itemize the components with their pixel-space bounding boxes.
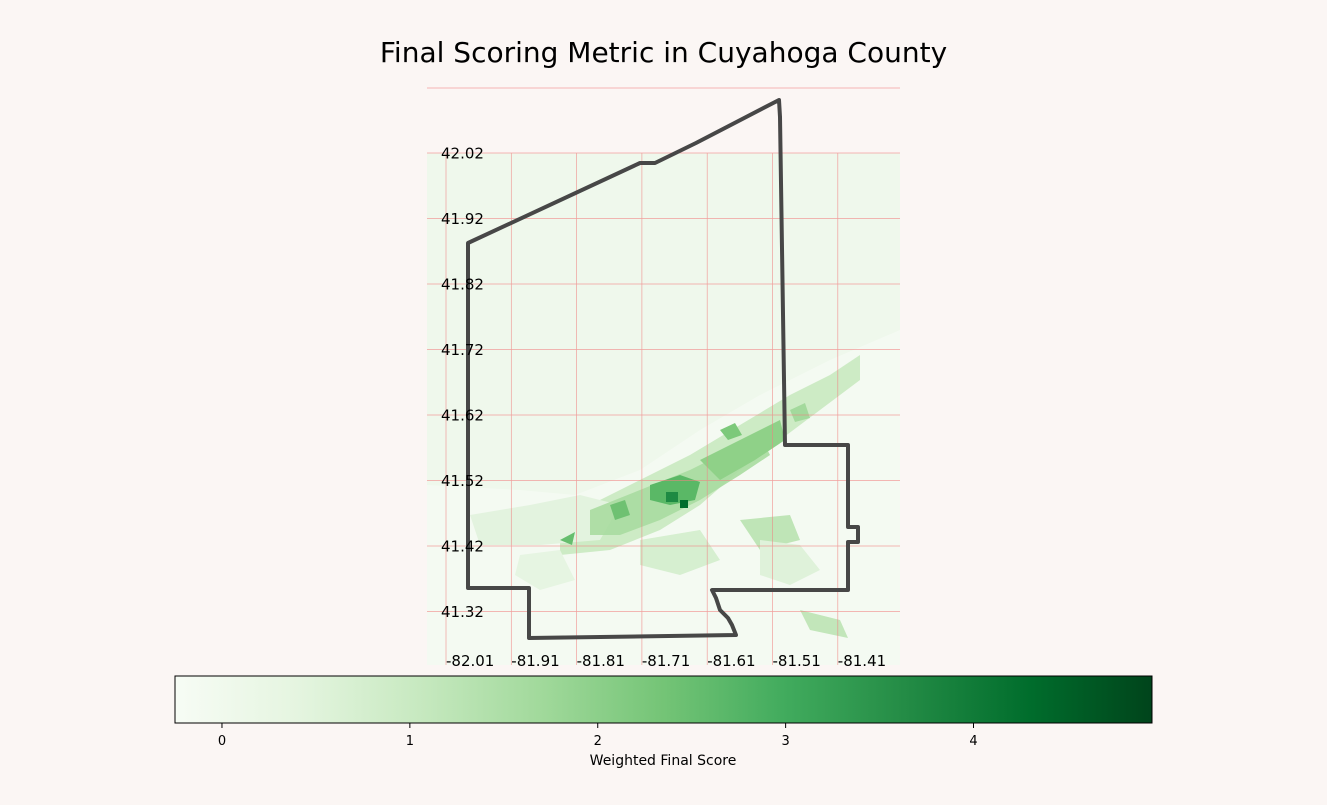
county-boundary	[466, 98, 860, 640]
lat-tick-label: 42.02	[441, 145, 484, 163]
lat-tick-label: 41.82	[441, 276, 484, 294]
lon-tick-label: -82.01	[446, 652, 494, 670]
colorbar	[174, 675, 1153, 724]
lon-tick-label: -81.91	[511, 652, 559, 670]
lat-tick-label: 41.72	[441, 341, 484, 359]
lat-tick-label: 41.52	[441, 472, 484, 490]
lon-tick-label: -81.51	[773, 652, 821, 670]
longitude-tick-labels: -82.01 -81.91 -81.81 -81.71 -81.61 -81.51 -81.…	[446, 652, 886, 670]
lat-tick-label: 41.92	[441, 210, 484, 228]
latitude-tick-labels: 42.02 41.92 41.82 41.72 41.62 41.52 41.42 41.32	[441, 145, 484, 622]
lon-tick-label: -81.81	[577, 652, 625, 670]
colorbar-tick-label: 2	[594, 734, 602, 749]
map-graticule	[427, 87, 900, 665]
lat-tick-label: 41.42	[441, 538, 484, 556]
lon-tick-label: -81.41	[838, 652, 886, 670]
colorbar-label: Weighted Final Score	[590, 753, 737, 769]
lon-tick-label: -81.61	[707, 652, 755, 670]
lon-tick-label: -81.71	[642, 652, 690, 670]
colorbar-tick-label: 4	[969, 734, 977, 749]
colorbar-ticks: 0 1 2 3 4	[218, 723, 978, 749]
lat-tick-label: 41.32	[441, 603, 484, 621]
colorbar-tick-label: 0	[218, 734, 226, 749]
lat-tick-label: 41.62	[441, 407, 484, 425]
colorbar-tick-label: 1	[406, 734, 414, 749]
page-title: Final Scoring Metric in Cuyahoga County	[379, 36, 948, 69]
colorbar-tick-label: 3	[781, 734, 789, 749]
